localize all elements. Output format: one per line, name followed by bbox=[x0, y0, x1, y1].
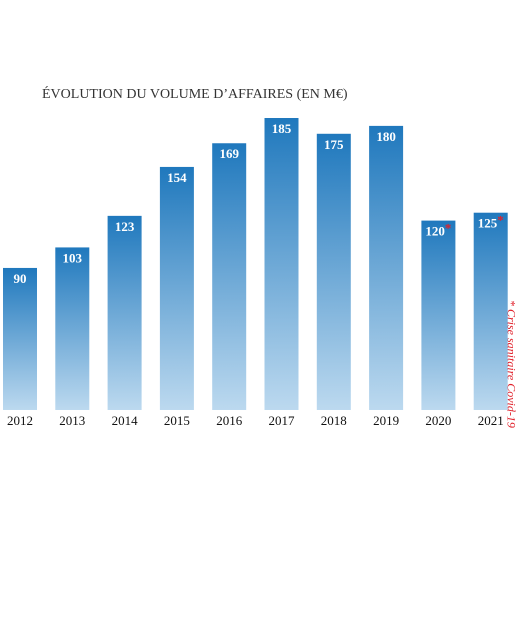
value-label: 103 bbox=[63, 250, 83, 265]
chart-title: ÉVOLUTION DU VOLUME D’AFFAIRES (EN M€) bbox=[42, 85, 348, 102]
value-label: 123 bbox=[115, 219, 135, 234]
bar bbox=[421, 220, 456, 410]
x-tick-label: 2019 bbox=[373, 413, 399, 428]
value-label: 180 bbox=[376, 129, 396, 144]
x-tick-label: 2018 bbox=[321, 413, 347, 428]
value-label: 90 bbox=[14, 271, 27, 286]
x-tick-label: 2015 bbox=[164, 413, 190, 428]
bar bbox=[3, 267, 37, 410]
x-tick-label: 2020 bbox=[425, 413, 451, 428]
annotation: * Crise sanitaire Covid-19 bbox=[504, 300, 518, 428]
value-label: 125* bbox=[478, 213, 504, 231]
value-label: 120* bbox=[425, 221, 451, 239]
x-tick-label: 2021 bbox=[478, 413, 504, 428]
value-label: 185 bbox=[272, 121, 292, 136]
x-tick-label: 2013 bbox=[59, 413, 85, 428]
bar bbox=[473, 212, 508, 410]
bar bbox=[212, 143, 247, 410]
value-label: 175 bbox=[324, 137, 344, 152]
x-tick-label: 2014 bbox=[112, 413, 139, 428]
bar bbox=[264, 118, 299, 410]
bar bbox=[107, 215, 142, 410]
bar bbox=[369, 125, 404, 410]
value-label: 169 bbox=[219, 146, 239, 161]
bar bbox=[55, 247, 90, 410]
x-tick-label: 2012 bbox=[7, 413, 33, 428]
x-tick-label: 2016 bbox=[216, 413, 243, 428]
bar bbox=[316, 133, 351, 410]
bar bbox=[159, 166, 194, 410]
value-label: 154 bbox=[167, 170, 187, 185]
x-tick-label: 2017 bbox=[269, 413, 296, 428]
